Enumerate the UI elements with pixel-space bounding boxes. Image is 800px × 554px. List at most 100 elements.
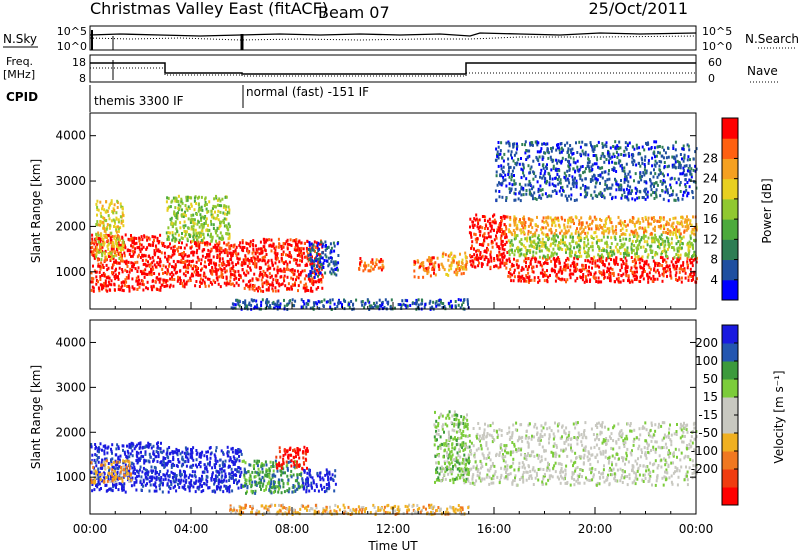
power-echo-cell <box>578 255 581 259</box>
power-echo-cell <box>666 274 668 278</box>
power-echo-cell <box>90 246 93 250</box>
power-echo-cell <box>330 272 333 276</box>
power-echo-cell <box>207 209 210 213</box>
power-echo-cell <box>571 178 574 182</box>
power-echo-cell <box>188 233 191 237</box>
power-echo-cell <box>225 283 228 287</box>
power-echo-cell <box>558 258 561 261</box>
power-echo-cell <box>299 271 302 275</box>
power-echo-cell <box>195 251 198 255</box>
power-echo-cell <box>287 287 290 291</box>
power-echo-cell <box>235 276 238 280</box>
power-echo-cell <box>528 280 530 284</box>
power-echo-cell <box>567 247 569 251</box>
power-echo-cell <box>608 227 611 231</box>
power-echo-cell <box>515 234 518 238</box>
power-echo-cell <box>504 178 507 182</box>
power-echo-cell <box>232 252 234 256</box>
power-echo-cell <box>658 151 661 155</box>
power-echo-cell <box>618 140 621 144</box>
power-echo-cell <box>505 266 508 270</box>
power-echo-cell <box>541 188 544 192</box>
power-echo-cell <box>350 300 353 303</box>
power-echo-cell <box>211 215 214 219</box>
power-echo-cell <box>91 252 94 256</box>
power-echo-cell <box>268 238 271 242</box>
power-echo-cell <box>125 259 128 263</box>
power-echo-cell <box>611 160 614 164</box>
power-echo-cell <box>525 253 528 257</box>
power-echo-cell <box>643 264 646 267</box>
power-echo-cell <box>117 230 120 233</box>
power-echo-cell <box>231 302 234 306</box>
power-echo-cell <box>683 229 686 233</box>
power-echo-cell <box>312 260 315 264</box>
power-echo-cell <box>170 255 173 259</box>
power-echo-cell <box>289 252 291 256</box>
power-echo-cell <box>538 244 541 248</box>
power-echo-cell <box>172 236 175 240</box>
power-echo-cell <box>468 231 471 235</box>
power-echo-cell <box>313 275 316 279</box>
power-echo-cell <box>305 301 308 305</box>
power-echo-cell <box>225 251 228 255</box>
power-echo-cell <box>695 256 698 260</box>
power-echo-cell <box>372 267 375 271</box>
power-echo-cell <box>229 272 232 276</box>
power-echo-cell <box>154 235 157 239</box>
power-echo-cell <box>594 177 597 181</box>
power-echo-cell <box>616 242 619 246</box>
nave-tick-min: 0 <box>708 72 715 85</box>
power-echo-cell <box>473 217 476 221</box>
power-echo-cell <box>525 177 528 181</box>
power-echo-cell <box>311 246 314 250</box>
power-echo-cell <box>117 246 120 250</box>
power-echo-cell <box>675 154 678 158</box>
power-echo-cell <box>275 245 278 249</box>
power-echo-cell <box>508 260 511 264</box>
power-echo-cell <box>620 263 623 267</box>
power-echo-cell <box>620 188 623 192</box>
power-echo-cell <box>96 220 99 224</box>
power-echo-cell <box>536 244 539 248</box>
power-echo-cell <box>223 241 226 245</box>
power-echo-cell <box>263 281 266 285</box>
power-colorbar-tick-label: 12 <box>703 232 718 246</box>
power-echo-cell <box>585 143 588 147</box>
power-echo-cell <box>666 255 669 258</box>
power-echo-cell <box>121 253 123 257</box>
power-echo-cell <box>569 148 572 152</box>
power-echo-cell <box>317 249 320 253</box>
power-echo-cell <box>629 269 632 272</box>
power-echo-cell <box>569 268 572 272</box>
power-echo-cell <box>497 156 500 160</box>
power-echo-cell <box>524 221 527 224</box>
power-echo-cell <box>165 279 168 283</box>
power-echo-cell <box>670 241 673 245</box>
power-echo-cell <box>566 184 569 188</box>
power-echo-cell <box>527 232 530 236</box>
power-echo-cell <box>179 204 182 208</box>
power-echo-cell <box>263 259 266 263</box>
power-echo-cell <box>605 141 608 145</box>
power-echo-cell <box>597 174 600 177</box>
power-echo-cell <box>508 187 511 191</box>
power-echo-cell <box>637 234 640 238</box>
power-echo-cell <box>511 183 514 187</box>
power-echo-cell <box>475 217 478 221</box>
power-echo-cell <box>195 242 198 246</box>
power-echo-cell <box>564 235 567 239</box>
power-echo-cell <box>638 261 641 265</box>
power-echo-cell <box>619 235 621 239</box>
power-echo-cell <box>534 140 537 144</box>
power-echo-cell <box>645 181 648 185</box>
power-echo-cell <box>605 158 608 161</box>
power-echo-cell <box>594 185 597 189</box>
power-echo-cell <box>509 268 512 272</box>
power-echo-cell <box>158 280 161 284</box>
power-echo-cell <box>114 259 117 263</box>
power-echo-cell <box>622 279 625 283</box>
power-echo-cell <box>689 178 692 182</box>
power-echo-cell <box>521 224 524 227</box>
power-echo-cell <box>594 277 597 281</box>
